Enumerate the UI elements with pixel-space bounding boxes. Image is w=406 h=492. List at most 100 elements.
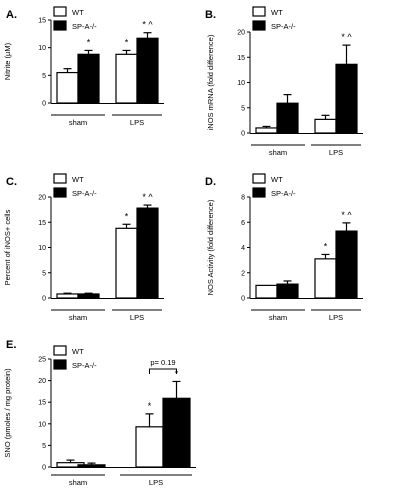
y-tick-label: 0 <box>42 465 46 472</box>
panel-label: E. <box>6 339 16 351</box>
legend-swatch-wt <box>53 345 67 356</box>
legend-label-spa: SP-A-/- <box>72 361 97 370</box>
significance-mark: * <box>125 37 129 47</box>
y-axis-label: Percent of iNOS+ cells <box>3 209 12 285</box>
y-tick-label: 0 <box>42 296 46 303</box>
legend-swatch-wt <box>252 6 266 17</box>
bar-wt-sham <box>56 293 79 299</box>
panel-label: A. <box>6 9 17 21</box>
y-axis-label: NOS Activity (fold difference) <box>206 199 215 295</box>
legend-swatch-spa <box>53 187 67 198</box>
group-label-sham: sham <box>69 118 87 127</box>
y-tick-label: 2 <box>241 270 245 277</box>
bar-wt-lps <box>314 118 337 134</box>
group-label-lps: LPS <box>130 118 144 127</box>
y-tick-label: 10 <box>38 421 46 428</box>
p-value-label: p= 0.19 <box>150 358 175 367</box>
significance-mark: * <box>125 211 129 221</box>
significance-mark: * <box>87 37 91 47</box>
legend-label-wt: WT <box>72 347 84 356</box>
legend-swatch-wt <box>53 173 67 184</box>
legend-swatch-spa <box>53 20 67 31</box>
group-label-sham: sham <box>69 313 87 322</box>
y-tick-label: 10 <box>237 80 245 87</box>
panel-label: B. <box>205 9 216 21</box>
y-tick-label: 5 <box>42 443 46 450</box>
y-tick-label: 0 <box>42 101 46 108</box>
bar-wt-sham <box>255 127 278 134</box>
bar-wt-lps <box>314 258 337 299</box>
legend-label-wt: WT <box>72 175 84 184</box>
legend-swatch-spa <box>252 20 266 31</box>
y-tick-label: 5 <box>42 270 46 277</box>
bar-spa-lps <box>136 37 159 104</box>
y-tick-label: 5 <box>42 73 46 80</box>
significance-mark: * <box>324 241 328 251</box>
panel-label: C. <box>6 176 17 188</box>
y-tick-label: 20 <box>38 378 46 385</box>
group-label-lps: LPS <box>149 478 163 487</box>
y-tick-label: 5 <box>241 105 245 112</box>
legend-label-spa: SP-A-/- <box>72 22 97 31</box>
panel-c: C. 0 5 10 15 20 Percent of iNOS+ cells sham LPS *… <box>3 173 164 322</box>
y-tick-label: 15 <box>38 18 46 25</box>
legend-label-spa: SP-A-/- <box>271 22 296 31</box>
bar-spa-lps <box>162 397 191 468</box>
significance-mark: * <box>148 401 152 411</box>
group-label-lps: LPS <box>130 313 144 322</box>
y-tick-label: 4 <box>241 245 245 252</box>
y-axis-label: SNO (pmoles / mg protein) <box>3 368 12 458</box>
panel-a: A. 0 5 10 15 Nitrite (µM) sham LPS * * * ^ WT SP-A-/… <box>3 6 164 127</box>
bar-spa-lps <box>136 207 159 299</box>
panel-label: D. <box>205 176 216 188</box>
bar-spa-lps <box>335 63 358 134</box>
legend-label-spa: SP-A-/- <box>72 189 97 198</box>
y-tick-label: 0 <box>241 131 245 138</box>
y-tick-label: 6 <box>241 220 245 227</box>
y-axis-label: iNOS mRNA (fold difference) <box>206 34 215 130</box>
bar-spa-sham <box>276 102 299 134</box>
y-tick-label: 8 <box>241 195 245 202</box>
bar-spa-sham <box>77 293 100 299</box>
y-axis-label: Nitrite (µM) <box>3 42 12 80</box>
y-tick-label: 0 <box>241 296 245 303</box>
group-label-sham: sham <box>269 148 287 157</box>
p-value-bracket <box>149 368 177 374</box>
group-label-sham: sham <box>269 313 287 322</box>
panel-b: B. 0 5 10 15 20 iNOS mRNA (fold difference) sha… <box>205 6 363 157</box>
y-tick-label: 10 <box>38 245 46 252</box>
legend-swatch-spa <box>53 359 67 370</box>
panel-d: D. 0 2 4 6 8 NOS Activity (fold difference) sha… <box>205 173 363 322</box>
legend-label-wt: WT <box>271 175 283 184</box>
y-tick-label: 15 <box>38 220 46 227</box>
legend-label-spa: SP-A-/- <box>271 189 296 198</box>
group-label-lps: LPS <box>329 313 343 322</box>
legend-swatch-spa <box>252 187 266 198</box>
y-tick-label: 25 <box>38 357 46 364</box>
significance-mark: * ^ <box>341 32 352 42</box>
legend-swatch-wt <box>53 6 67 17</box>
y-tick-label: 15 <box>38 400 46 407</box>
bar-wt-lps <box>115 227 138 299</box>
significance-mark: * ^ <box>142 192 153 202</box>
panel-e: E. 0 5 10 15 20 25 SNO (pmoles / mg protein) sha… <box>3 339 196 487</box>
legend-label-wt: WT <box>271 8 283 17</box>
bar-wt-lps <box>115 53 138 104</box>
significance-mark: * ^ <box>341 210 352 220</box>
significance-mark: * ^ <box>142 20 153 30</box>
group-label-lps: LPS <box>329 148 343 157</box>
group-label-sham: sham <box>69 478 87 487</box>
bar-wt-sham <box>255 284 278 299</box>
y-tick-label: 10 <box>38 45 46 52</box>
legend-swatch-wt <box>252 173 266 184</box>
bar-wt-lps <box>135 426 164 468</box>
y-tick-label: 20 <box>38 195 46 202</box>
bar-spa-sham <box>77 464 106 468</box>
y-tick-label: 20 <box>237 30 245 37</box>
bar-wt-sham <box>56 71 79 104</box>
legend-label-wt: WT <box>72 8 84 17</box>
bar-spa-sham <box>276 283 299 299</box>
y-tick-label: 15 <box>237 55 245 62</box>
bar-spa-sham <box>77 53 100 104</box>
